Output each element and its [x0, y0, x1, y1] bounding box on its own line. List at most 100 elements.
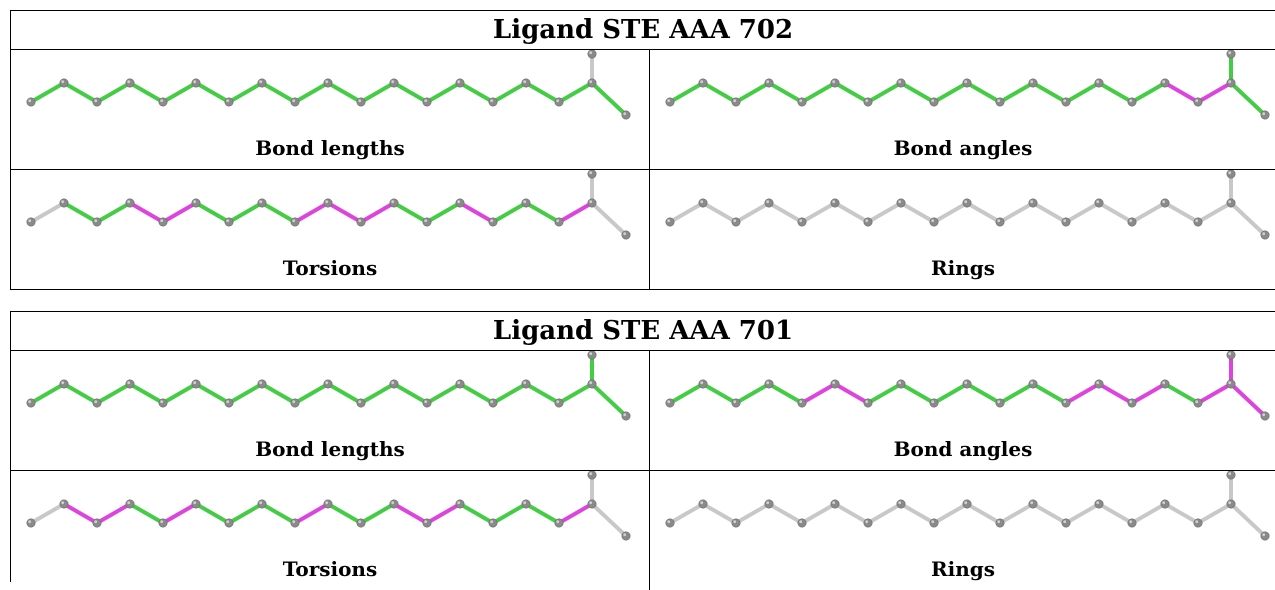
atom-highlight	[733, 400, 737, 404]
atom-highlight	[1063, 400, 1067, 404]
atom	[521, 78, 531, 88]
atom-highlight	[997, 219, 1001, 223]
atom-highlight	[325, 501, 329, 505]
atom	[587, 499, 597, 509]
ligand-title: Ligand STE AAA 702	[492, 15, 794, 45]
bond	[833, 201, 870, 224]
bond	[425, 382, 462, 405]
atom	[554, 398, 564, 408]
atom-highlight	[358, 400, 362, 404]
atom	[698, 78, 708, 88]
bond	[359, 81, 396, 104]
atom-highlight	[193, 501, 197, 505]
panel-label: Rings	[930, 557, 995, 581]
atom	[621, 230, 631, 240]
bond	[1031, 502, 1068, 525]
bond	[128, 81, 165, 104]
atom-highlight	[490, 219, 494, 223]
atom	[92, 97, 102, 107]
atom	[1226, 198, 1236, 208]
atom-highlight	[457, 200, 461, 204]
atom	[587, 170, 597, 179]
bond	[1229, 201, 1267, 237]
atom-highlight	[94, 219, 98, 223]
atom-highlight	[391, 200, 395, 204]
atom-highlight	[589, 352, 593, 356]
atom-highlight	[1129, 99, 1133, 103]
ligand-title: Ligand STE AAA 701	[492, 316, 794, 346]
bond	[161, 502, 198, 525]
atom	[830, 198, 840, 208]
atom-highlight	[589, 381, 593, 385]
atom-highlight	[667, 520, 671, 524]
bond	[29, 81, 66, 104]
bond	[965, 382, 1002, 405]
atom	[125, 379, 135, 389]
atom-highlight	[61, 501, 65, 505]
bond	[1196, 201, 1233, 224]
atom-highlight	[127, 80, 131, 84]
bond	[965, 81, 1002, 104]
atom-highlight	[556, 99, 560, 103]
atom	[389, 78, 399, 88]
atom-highlight	[700, 80, 704, 84]
atom	[422, 518, 432, 528]
atom	[422, 97, 432, 107]
atom-highlight	[292, 99, 296, 103]
atom	[356, 97, 366, 107]
panel-bond-angles: Bond angles	[650, 50, 1275, 169]
bond	[260, 382, 297, 405]
atom-highlight	[931, 400, 935, 404]
atom-highlight	[292, 520, 296, 524]
atom-highlight	[556, 219, 560, 223]
bond	[800, 382, 837, 405]
atom-highlight	[700, 200, 704, 204]
atom-highlight	[391, 381, 395, 385]
atom	[191, 78, 201, 88]
atom	[257, 379, 267, 389]
molecule-diagram	[26, 471, 631, 541]
atom-highlight	[523, 200, 527, 204]
bond	[392, 81, 429, 104]
panel-label: Bond lengths	[255, 437, 405, 461]
atom	[488, 518, 498, 528]
bond	[899, 81, 936, 104]
atom	[224, 97, 234, 107]
atom	[224, 518, 234, 528]
atom-highlight	[1162, 200, 1166, 204]
atom	[1127, 518, 1137, 528]
atom-highlight	[623, 232, 627, 236]
atom	[731, 97, 741, 107]
atom	[1193, 97, 1203, 107]
atom	[1127, 217, 1137, 227]
bond	[161, 201, 198, 224]
atom-highlight	[700, 501, 704, 505]
bond	[701, 81, 738, 104]
atom-highlight	[1030, 381, 1034, 385]
atom-highlight	[865, 99, 869, 103]
atom	[59, 198, 69, 208]
atom-highlight	[964, 501, 968, 505]
bond	[29, 201, 66, 224]
bond	[1130, 502, 1167, 525]
atom	[26, 97, 36, 107]
atom	[191, 198, 201, 208]
atom	[323, 78, 333, 88]
atom-highlight	[964, 80, 968, 84]
atom	[323, 379, 333, 389]
atom	[797, 398, 807, 408]
bond	[1031, 382, 1068, 405]
atom-highlight	[964, 200, 968, 204]
bond	[524, 382, 561, 405]
atom-highlight	[127, 501, 131, 505]
bond	[95, 201, 132, 224]
bond	[491, 201, 528, 224]
atom-highlight	[799, 99, 803, 103]
atom-highlight	[457, 80, 461, 84]
atom	[731, 217, 741, 227]
atom-highlight	[733, 219, 737, 223]
atom-highlight	[1096, 381, 1100, 385]
bond	[899, 502, 936, 525]
ligand-block-701: Ligand STE AAA 701 Bond lengths Bond ang…	[10, 311, 1275, 590]
atom	[962, 78, 972, 88]
